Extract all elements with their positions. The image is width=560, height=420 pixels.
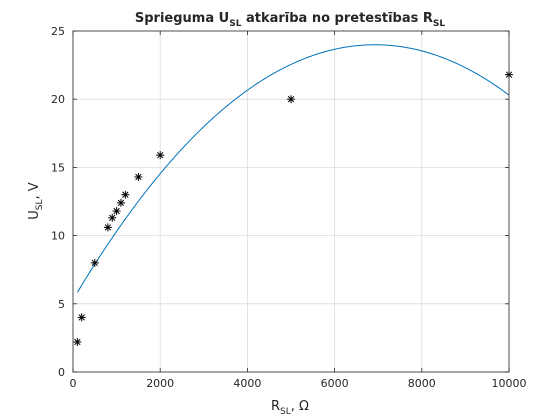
x-tick-label: 8000 — [408, 377, 436, 390]
fit-curve-layer — [76, 44, 510, 293]
y-axis-label-suffix: , V — [27, 182, 42, 199]
chart-title-prefix: Sprieguma U — [135, 11, 229, 26]
y-tick-label: 10 — [51, 230, 65, 243]
x-tick-label: 0 — [70, 377, 77, 390]
x-tick-label: 10000 — [492, 377, 527, 390]
x-axis-label-sub: SL — [280, 407, 291, 417]
chart-title-sub1: SL — [229, 19, 241, 29]
fit-curve — [76, 44, 510, 293]
y-tick-label: 20 — [51, 93, 65, 106]
chart-title-middle: atkarība no pretestības R — [241, 11, 432, 26]
x-axis-label-suffix: , Ω — [291, 399, 309, 414]
data-point — [112, 207, 121, 216]
data-point — [73, 337, 82, 346]
y-axis-label-sub: SL — [35, 199, 45, 210]
data-point — [134, 172, 143, 181]
data-point — [103, 223, 112, 232]
data-point — [108, 213, 117, 222]
data-point — [90, 258, 99, 267]
chart-title: Sprieguma USL atkarība no pretestības RS… — [135, 11, 445, 29]
y-tick-label: 15 — [51, 161, 65, 174]
y-tick-label: 0 — [58, 366, 65, 379]
y-tick-label: 5 — [58, 298, 65, 311]
x-tick-label: 6000 — [321, 377, 349, 390]
x-axis-label-main: R — [271, 399, 280, 414]
y-axis-label-main: U — [27, 210, 42, 220]
y-tick-label: 25 — [51, 25, 65, 38]
axes-box — [72, 30, 510, 373]
x-axis-label: RSL, Ω — [271, 399, 309, 417]
axis-ticks: 0 2000 4000 6000 8000 10000 0 5 10 15 20 25 — [51, 25, 527, 390]
data-point — [121, 190, 130, 199]
data-point — [77, 313, 86, 322]
data-point — [116, 198, 125, 207]
plot-axes: 0 2000 4000 6000 8000 10000 0 5 10 15 20 25 — [51, 25, 527, 390]
plot-area — [73, 31, 509, 372]
data-markers-layer — [73, 70, 513, 346]
y-axis-label: USL, V — [27, 182, 45, 220]
chart-title-sub2: SL — [433, 19, 445, 29]
x-tick-label: 2000 — [146, 377, 174, 390]
data-point — [287, 95, 295, 104]
x-tick-label: 4000 — [233, 377, 261, 390]
data-point — [156, 151, 165, 160]
